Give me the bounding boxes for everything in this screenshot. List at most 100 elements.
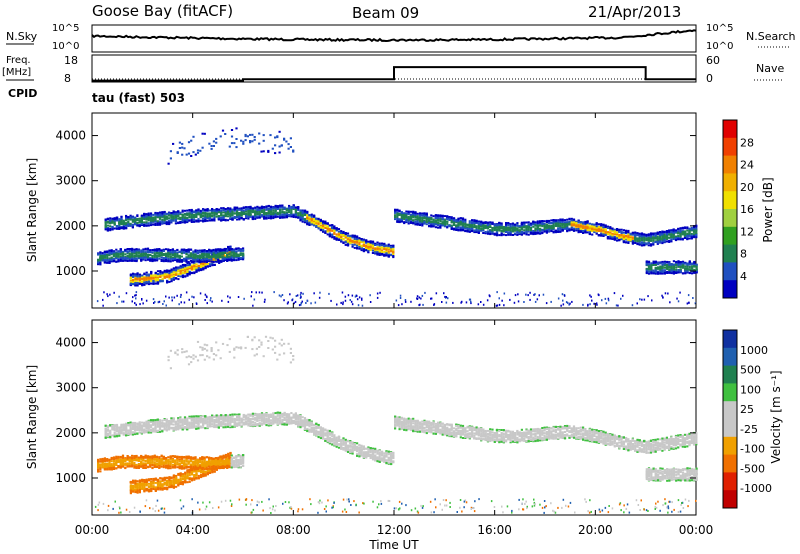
range-gate-cell [210,260,213,263]
range-gate-cell [356,244,359,247]
range-gate-cell [511,224,514,227]
range-gate-cell [206,212,209,215]
range-gate-cell [239,254,242,257]
range-gate-cell [523,225,526,228]
range-gate-cell [509,231,512,234]
range-gate-cell [221,255,224,258]
range-gate-cell [235,259,238,262]
range-gate-cell [620,236,623,239]
range-gate-cell [505,225,508,228]
range-gate-cell [550,227,553,230]
range-gate-cell [414,213,417,216]
freq-tick-top: 18 [64,54,78,67]
range-gate-cell [455,226,458,229]
range-gate-cell [213,211,216,214]
range-gate-cell [197,213,200,216]
range-gate-cell [376,251,379,254]
range-gate-cell [545,226,548,229]
nsearch-tick-top: 10^5 [706,23,733,34]
range-gate-cell [185,259,188,262]
range-gate-cell [579,224,582,227]
range-gate-cell [183,249,186,252]
range-gate-cell [159,271,162,273]
range-gate-cell [201,250,204,253]
range-gate-cell [471,222,474,225]
range-gate-cell [141,280,144,283]
range-gate-cell [245,217,248,220]
range-gate-cell [132,280,135,283]
range-gate-cell [145,277,148,279]
range-gate-cell [579,230,582,233]
range-gate-cell [509,228,512,231]
range-gate-cell [586,227,589,230]
range-gate-cell [616,239,619,242]
range-gate-cell [177,275,180,277]
range-gate-cell [308,223,311,226]
range-gate-cell [602,229,605,232]
range-gate-cell [224,213,227,216]
range-gate-cell [161,212,164,215]
range-gate-cell [144,259,147,262]
range-gate-cell [194,255,197,258]
range-gate-cell [167,257,170,260]
range-gate-cell [647,233,650,236]
range-gate-cell [292,206,295,209]
range-gate-cell [106,257,109,259]
range-gate-cell [150,274,153,277]
range-gate-cell [570,219,573,222]
range-gate-cell [183,218,187,221]
range-gate-cell [502,227,505,230]
range-gate-cell [251,207,254,210]
range-gate-cell [622,229,625,232]
range-gate-cell [156,270,160,273]
range-gate-cell [215,211,218,213]
range-gate-cell [634,233,637,235]
range-gate-cell [194,251,197,254]
range-gate-cell [595,229,598,232]
range-gate-cell [409,220,413,223]
range-gate-cell [288,214,291,216]
range-gate-cell [136,278,139,281]
range-gate-cell [174,251,177,254]
range-gate-cell [99,251,102,254]
range-gate-cell [437,226,440,229]
range-gate-cell [437,219,440,222]
range-gate-cell [566,229,569,232]
range-gate-cell [439,220,442,223]
range-gate-cell [294,210,297,213]
range-gate-cell [471,226,474,229]
range-gate-cell [161,221,164,224]
range-gate-cell [140,259,143,262]
range-gate-cell [186,268,189,271]
range-gate-cell [638,232,641,235]
range-gate-cell [582,225,585,228]
range-gate-cell [536,228,539,231]
range-gate-cell [367,249,370,252]
range-gate-cell [121,258,125,261]
range-gate-cell [145,282,148,285]
range-gate-cell [131,226,134,229]
range-gate-cell [315,225,318,227]
range-gate-cell [613,231,616,234]
range-gate-cell [600,228,603,231]
range-gate-cell [473,220,476,223]
range-gate-cell [545,229,548,232]
range-gate-cell [154,278,157,281]
range-gate-cell [353,246,356,249]
range-gate-cell [146,247,150,250]
range-gate-cell [111,228,114,231]
range-gate-cell [229,213,232,216]
range-gate-cell [489,230,492,233]
range-gate-cell [313,224,316,227]
range-gate-cell [155,248,159,251]
range-gate-cell [390,244,393,247]
range-gate-cell [405,216,408,219]
range-gate-cell [132,283,135,286]
range-gate-cell [249,215,252,218]
range-gate-cell [507,233,510,236]
range-gate-cell [189,248,193,251]
range-gate-cell [645,242,648,245]
range-gate-cell [137,251,140,254]
range-gate-cell [231,210,234,213]
range-gate-cell [358,243,361,246]
